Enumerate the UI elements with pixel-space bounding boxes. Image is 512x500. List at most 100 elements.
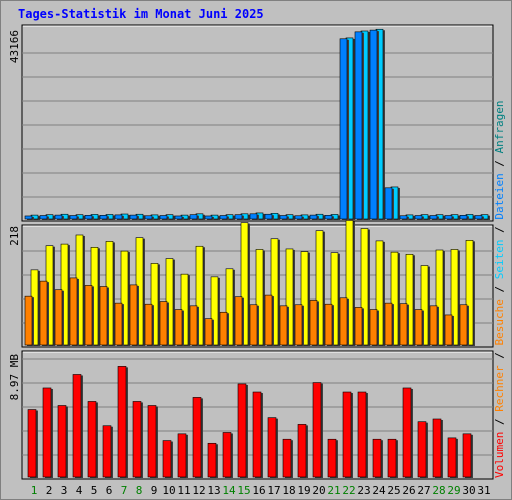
day-label: 28	[432, 484, 445, 497]
day-label: 9	[151, 484, 158, 497]
hits-files-bar	[309, 214, 318, 220]
volume-volume-bar	[102, 425, 112, 478]
visits-visits-bar	[129, 284, 138, 346]
volume-volume-bar	[237, 383, 247, 478]
volume-volume-bar	[222, 432, 232, 478]
hits-files-bar	[324, 215, 333, 220]
day-label: 29	[447, 484, 460, 497]
hits-files-bar	[474, 215, 483, 220]
day-label: 11	[177, 484, 190, 497]
visits-visits-bar	[399, 303, 408, 346]
volume-volume-bar	[207, 442, 217, 478]
volume-volume-bar	[372, 438, 382, 478]
visits-pages-bar	[315, 230, 324, 346]
volume-volume-bar	[432, 418, 442, 478]
visits-pages-bar	[270, 238, 279, 346]
hits-files-bar	[144, 215, 153, 220]
day-label: 18	[282, 484, 295, 497]
visits-pages-bar	[420, 265, 429, 346]
visits-pages-bar	[255, 249, 264, 346]
visits-visits-bar	[414, 309, 423, 346]
day-label: 25	[387, 484, 400, 497]
visits-pages-bar	[450, 249, 459, 346]
volume-volume-bar	[117, 366, 127, 478]
legend-entry: /	[493, 153, 506, 173]
visits-visits-bar	[39, 280, 48, 346]
day-label: 19	[297, 484, 310, 497]
volume-volume-bar	[57, 405, 67, 478]
hits-files-bar	[384, 187, 393, 220]
legend: Volumen / Rechner / Besuche / Seiten / D…	[493, 100, 506, 478]
day-label: 6	[106, 484, 113, 497]
visits-visits-bar	[189, 305, 198, 346]
visits-pages-bar	[300, 251, 309, 346]
visits-visits-bar	[309, 300, 318, 346]
volume-volume-bar	[162, 440, 172, 478]
hits-files-bar	[99, 215, 108, 220]
volume-volume-bar	[132, 401, 142, 478]
hits-files-bar	[114, 214, 123, 220]
day-label: 31	[477, 484, 490, 497]
legend-entry: Seiten	[493, 240, 506, 280]
volume-volume-bar	[402, 387, 412, 478]
legend-entry: Anfragen	[493, 100, 506, 153]
day-label: 12	[192, 484, 205, 497]
volume-volume-bar	[87, 401, 97, 478]
visits-visits-bar	[384, 302, 393, 346]
volume-volume-bar	[342, 391, 352, 478]
day-label: 5	[91, 484, 98, 497]
visits-visits-bar	[144, 303, 153, 346]
visits-pages-bar	[120, 250, 129, 346]
hits-files-bar	[459, 215, 468, 220]
hits-files-bar	[429, 215, 438, 220]
volume-volume-bar	[147, 405, 157, 478]
visits-pages-bar	[360, 228, 369, 346]
visits-visits-bar	[369, 309, 378, 346]
hits-files-bar	[39, 215, 48, 220]
hits-files-bar	[24, 215, 33, 220]
visits-pages-bar	[195, 245, 204, 346]
visits-visits-bar	[459, 304, 468, 346]
visits-visits-bar	[234, 296, 243, 346]
visits-visits-bar	[429, 305, 438, 346]
day-label: 27	[417, 484, 430, 497]
chart-title: Tages-Statistik im Monat Juni 2025	[18, 7, 264, 21]
visits-visits-bar	[84, 285, 93, 346]
visits-pages-bar	[465, 240, 474, 346]
volume-volume-bar	[387, 438, 397, 478]
volume-max-label: 8.97 MB	[8, 354, 21, 401]
day-label: 30	[462, 484, 475, 497]
day-label: 14	[222, 484, 236, 497]
hits-files-bar	[234, 214, 243, 220]
volume-volume-bar	[447, 437, 457, 478]
visits-visits-bar	[204, 318, 213, 346]
visits-visits-bar	[444, 314, 453, 346]
visits-pages-bar	[285, 248, 294, 346]
legend-entry: /	[493, 346, 506, 366]
visits-visits-bar	[279, 305, 288, 346]
hits-files-bar	[189, 214, 198, 220]
volume-volume-bar	[312, 382, 322, 478]
day-label: 16	[252, 484, 265, 497]
volume-volume-bar	[27, 409, 37, 478]
day-label: 13	[207, 484, 220, 497]
visits-pages-bar	[225, 268, 234, 346]
visits-pages-bar	[345, 220, 354, 346]
hits-files-bar	[204, 215, 213, 220]
hits-files-bar	[69, 215, 78, 220]
hits-files-bar	[399, 215, 408, 220]
day-label: 15	[237, 484, 250, 497]
visits-visits-bar	[54, 289, 63, 346]
day-label: 1	[31, 484, 38, 497]
day-label: 7	[121, 484, 128, 497]
day-label: 8	[136, 484, 143, 497]
volume-volume-bar	[177, 433, 187, 478]
day-label: 24	[372, 484, 386, 497]
hits-files-bar	[414, 215, 423, 220]
visits-pages-bar	[210, 276, 219, 346]
day-label: 20	[312, 484, 325, 497]
visits-visits-bar	[249, 304, 258, 346]
visits-visits-bar	[174, 309, 183, 346]
visits-pages-bar	[330, 252, 339, 346]
